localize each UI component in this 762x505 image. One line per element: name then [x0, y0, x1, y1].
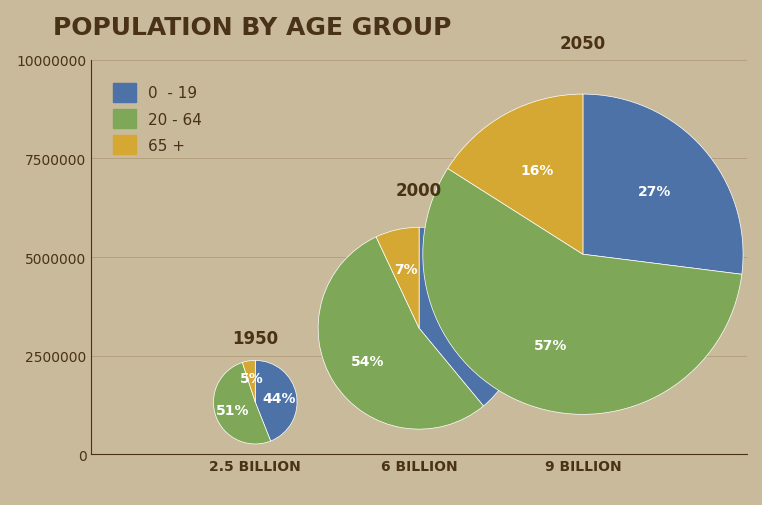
Text: 39%: 39%: [459, 301, 493, 315]
Wedge shape: [255, 361, 297, 441]
Text: 57%: 57%: [533, 338, 567, 352]
Wedge shape: [419, 228, 520, 406]
Wedge shape: [376, 228, 419, 329]
Text: 27%: 27%: [639, 184, 671, 198]
Text: 54%: 54%: [351, 354, 385, 368]
Text: 51%: 51%: [216, 403, 249, 418]
Text: 44%: 44%: [262, 391, 296, 405]
Wedge shape: [242, 361, 255, 402]
Text: 1950: 1950: [232, 330, 278, 348]
Wedge shape: [583, 95, 743, 275]
Text: POPULATION BY AGE GROUP: POPULATION BY AGE GROUP: [53, 17, 452, 40]
Text: 7%: 7%: [394, 263, 418, 277]
Wedge shape: [423, 169, 741, 415]
Text: 5%: 5%: [239, 372, 264, 385]
Wedge shape: [448, 95, 583, 255]
Wedge shape: [213, 363, 271, 444]
Legend: 0  - 19, 20 - 64, 65 +: 0 - 19, 20 - 64, 65 +: [106, 76, 210, 163]
Wedge shape: [319, 237, 483, 429]
Text: 2050: 2050: [560, 34, 606, 53]
Text: 16%: 16%: [520, 164, 553, 178]
Text: 2000: 2000: [396, 182, 442, 200]
